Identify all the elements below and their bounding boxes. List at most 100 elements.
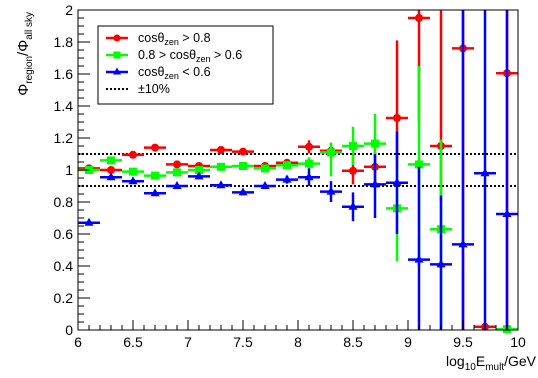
data-point bbox=[216, 180, 226, 189]
legend-entry-3: cosθzen < 0.6 bbox=[138, 65, 211, 81]
legend-entry-2-a: 0.8 > cos bbox=[138, 48, 189, 62]
legend-entry-1-a: cos bbox=[138, 31, 157, 45]
y-tick-label: 1 bbox=[65, 162, 73, 178]
y-tick-label: 1.4 bbox=[54, 98, 74, 114]
data-point bbox=[129, 150, 137, 159]
data-point bbox=[151, 171, 159, 180]
y-tick-label: 0.4 bbox=[54, 258, 74, 274]
data-point bbox=[129, 167, 137, 176]
data-point bbox=[327, 148, 335, 157]
data-point bbox=[370, 179, 380, 188]
data-point bbox=[260, 181, 270, 189]
legend-entry-2-b: > 0.6 bbox=[211, 48, 243, 62]
legend-entry-3-b: < 0.6 bbox=[179, 65, 211, 79]
legend-markers bbox=[106, 34, 128, 90]
data-series bbox=[78, 10, 518, 334]
data-point bbox=[305, 142, 313, 151]
data-point bbox=[414, 254, 424, 263]
legend-entry-3-a: cos bbox=[138, 65, 157, 79]
data-point bbox=[84, 217, 94, 226]
legend-entry-1-sub: zen bbox=[164, 37, 179, 47]
data-point bbox=[371, 139, 379, 148]
y-axis-label-sub1: region bbox=[24, 56, 35, 84]
data-point bbox=[348, 201, 358, 210]
data-point bbox=[261, 164, 269, 173]
data-point bbox=[392, 177, 402, 186]
data-point bbox=[415, 160, 423, 169]
series-3 bbox=[78, 10, 518, 330]
data-point bbox=[150, 188, 160, 197]
data-point bbox=[349, 166, 357, 175]
data-point bbox=[194, 171, 204, 180]
x-axis-label-sub1: 10 bbox=[465, 362, 477, 373]
reference-lines bbox=[78, 153, 518, 187]
legend-entry-2: 0.8 > cosθzen > 0.6 bbox=[138, 48, 242, 64]
x-tick-label: 6 bbox=[74, 334, 82, 350]
x-axis-label: log10Emult/GeV bbox=[446, 353, 537, 373]
y-tick-label: 1.6 bbox=[54, 66, 74, 82]
y-tick-label: 0.6 bbox=[54, 226, 74, 242]
legend: cosθzen > 0.8 0.8 > cosθzen > 0.6 cosθze… bbox=[97, 25, 274, 105]
x-tick-label: 8 bbox=[294, 334, 302, 350]
data-point bbox=[304, 172, 314, 181]
data-point bbox=[217, 146, 225, 154]
y-axis-label: Φregion/Φall sky bbox=[15, 12, 35, 96]
data-point bbox=[305, 159, 313, 168]
y-tick-label: 0 bbox=[65, 322, 73, 338]
axis-ticks: 6 6.5 7 7.5 8 8.5 9 9.5 10 0 0.2 0.4 0.6 0.8 1 1.2 1.4 1.… bbox=[54, 2, 526, 350]
legend-entry-1-theta: θ bbox=[157, 31, 164, 45]
data-point bbox=[326, 186, 336, 195]
legend-entry-1: cosθzen > 0.8 bbox=[138, 31, 211, 47]
data-point bbox=[480, 168, 490, 177]
data-point bbox=[239, 147, 247, 156]
x-axis-label-tail: /GeV bbox=[504, 353, 537, 369]
y-axis-label-sub2: all sky bbox=[24, 12, 35, 40]
legend-entry-2-sub: zen bbox=[196, 54, 211, 64]
series-2 bbox=[78, 66, 518, 334]
y-tick-label: 2 bbox=[65, 2, 73, 18]
data-point bbox=[282, 174, 292, 183]
legend-entry-1-b: > 0.8 bbox=[179, 31, 211, 45]
y-axis-label-part2: /Φ bbox=[15, 40, 32, 56]
y-axis-label-part1: Φ bbox=[15, 84, 32, 96]
x-tick-label: 7 bbox=[184, 334, 192, 350]
y-tick-label: 1.8 bbox=[54, 34, 74, 50]
data-point bbox=[107, 156, 115, 165]
data-point bbox=[173, 160, 181, 169]
data-point bbox=[458, 239, 468, 248]
legend-marker bbox=[113, 67, 121, 75]
data-point bbox=[172, 181, 182, 189]
data-point bbox=[151, 143, 159, 152]
data-point bbox=[195, 166, 203, 174]
data-point bbox=[238, 187, 248, 196]
legend-marker bbox=[113, 51, 121, 59]
x-tick-label: 7.5 bbox=[233, 334, 253, 350]
x-axis-label-sub2: mult bbox=[485, 362, 504, 373]
y-tick-label: 0.2 bbox=[54, 290, 74, 306]
data-point bbox=[283, 161, 291, 170]
y-tick-label: 0.8 bbox=[54, 194, 74, 210]
data-point bbox=[128, 176, 138, 185]
x-tick-label: 8.5 bbox=[343, 334, 363, 350]
data-point bbox=[415, 14, 423, 22]
x-tick-label: 9.5 bbox=[453, 334, 473, 350]
data-point bbox=[106, 172, 116, 181]
legend-marker bbox=[113, 34, 121, 42]
data-point bbox=[239, 162, 247, 170]
data-point bbox=[107, 166, 115, 174]
x-tick-label: 9 bbox=[404, 334, 412, 350]
data-point bbox=[436, 259, 446, 268]
x-axis-label-mid: E bbox=[476, 353, 485, 369]
data-point bbox=[349, 142, 357, 150]
x-tick-label: 6.5 bbox=[123, 334, 143, 350]
legend-entry-3-sub: zen bbox=[164, 71, 179, 81]
legend-entry-2-theta: θ bbox=[189, 48, 196, 62]
data-point bbox=[217, 162, 225, 171]
legend-entry-3-theta: θ bbox=[157, 65, 164, 79]
data-point bbox=[502, 209, 512, 217]
x-tick-label: 10 bbox=[510, 334, 526, 350]
data-point bbox=[393, 114, 401, 122]
x-axis-label-base: log bbox=[446, 353, 465, 369]
